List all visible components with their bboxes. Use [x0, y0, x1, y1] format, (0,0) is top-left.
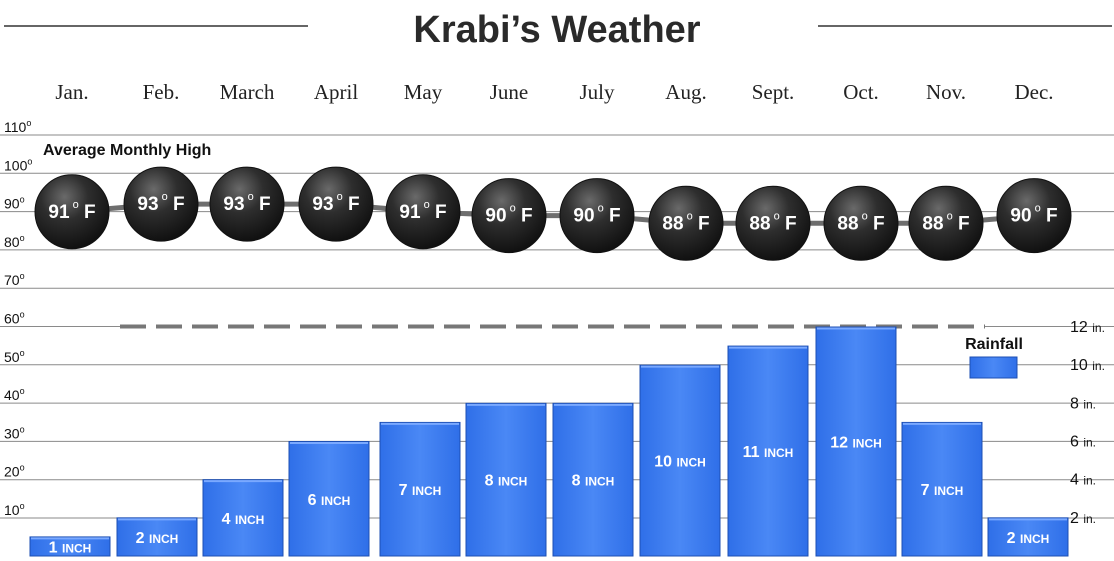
temperature-markers: 91 o F 93 o F 93 o F 93 o F 91 o F 90 o F 90 o…: [34, 166, 1072, 261]
chart-title: Krabi’s Weather: [413, 9, 700, 51]
rain-tick-label: 2 in.: [1070, 510, 1096, 527]
rainfall-bar: [465, 402, 547, 557]
temperature-value-label: 93 o F: [137, 191, 184, 215]
y-tick-label: 90o: [4, 195, 25, 212]
rain-tick-label: 10 in.: [1070, 357, 1105, 374]
rainfall-bar: [901, 421, 983, 557]
rainfall-value-label: 10 INCH: [654, 454, 706, 471]
right-axis-ticks: 2 in. 4 in. 6 in. 8 in. 10 in. 12 in.: [1070, 319, 1105, 527]
temperature-marker: [123, 166, 199, 242]
temperature-marker: [298, 166, 374, 242]
temperature-marker: [559, 178, 635, 254]
month-label: March: [220, 80, 275, 104]
rainfall-value-label: 8 INCH: [572, 473, 615, 490]
y-tick-label: 70o: [4, 271, 25, 288]
left-axis-ticks: 10o 20o 30o 40o 50o 60o 70o 80o 90o 100o 110o: [4, 118, 32, 518]
rainfall-value-label: 11 INCH: [743, 444, 794, 461]
month-label: Dec.: [1014, 80, 1053, 104]
rainfall-value-label: 2 INCH: [1007, 530, 1050, 547]
rainfall-bar: [815, 326, 897, 557]
rainfall-value-label: 2 INCH: [136, 530, 179, 547]
temperature-marker: [823, 185, 899, 261]
y-tick-label: 80o: [4, 233, 25, 250]
month-labels: Jan. Feb. March April May June July Aug. Sept. Oc…: [55, 80, 1053, 104]
temperature-value-label: 91 o F: [48, 199, 95, 223]
rainfall-bar: [987, 517, 1069, 557]
temperature-marker: [735, 185, 811, 261]
temperature-series-label: Average Monthly High: [43, 142, 211, 159]
rain-tick-label: 6 in.: [1070, 434, 1096, 451]
rainfall-bar: [29, 536, 111, 557]
rainfall-bar: [639, 364, 721, 557]
rainfall-bar: [552, 402, 634, 557]
y-tick-label: 110o: [4, 118, 31, 135]
month-label: July: [579, 80, 615, 104]
y-tick-label: 100o: [4, 156, 32, 173]
rainfall-value-label: 6 INCH: [308, 492, 351, 509]
month-label: June: [490, 80, 529, 104]
y-tick-label: 20o: [4, 463, 25, 480]
rainfall-bar: [116, 517, 198, 557]
temperature-marker: [908, 185, 984, 261]
rain-tick-label: 8 in.: [1070, 395, 1096, 412]
temperature-marker: [34, 174, 110, 250]
rainfall-legend-swatch: [969, 356, 1018, 379]
month-label: Jan.: [55, 80, 88, 104]
month-label: Sept.: [752, 80, 795, 104]
month-label: Aug.: [665, 80, 706, 104]
y-tick-label: 40o: [4, 386, 25, 403]
y-tick-label: 60o: [4, 310, 25, 327]
temperature-marker: [648, 185, 724, 261]
rainfall-legend-label: Rainfall: [965, 336, 1023, 353]
temperature-marker: [996, 178, 1072, 254]
rainfall-bar: [727, 345, 809, 557]
rainfall-bars: 1 INCH 2 INCH 4 INCH 6 INCH 7 INCH 8 INCH 8 IN…: [29, 326, 1069, 557]
temperature-marker: [209, 166, 285, 242]
rainfall-bar: [379, 421, 461, 557]
y-tick-label: 50o: [4, 348, 25, 365]
temperature-value-label: 90 o F: [573, 203, 620, 227]
rainfall-value-label: 8 INCH: [485, 473, 528, 490]
temperature-marker: [471, 178, 547, 254]
month-label: Feb.: [143, 80, 180, 104]
rainfall-bar: [288, 441, 370, 557]
month-label: May: [404, 80, 443, 104]
rainfall-value-label: 4 INCH: [222, 511, 265, 528]
rainfall-value-label: 1 INCH: [49, 539, 92, 556]
month-label: Nov.: [926, 80, 966, 104]
rain-tick-label: 12 in.: [1070, 319, 1105, 336]
month-label: Oct.: [843, 80, 879, 104]
rainfall-bar: [202, 479, 284, 557]
y-tick-label: 30o: [4, 424, 25, 441]
temperature-value-label: 90 o F: [485, 203, 532, 227]
month-label: April: [314, 80, 358, 104]
rainfall-value-label: 12 INCH: [830, 435, 882, 452]
rainfall-value-label: 7 INCH: [399, 482, 442, 499]
rainfall-value-label: 7 INCH: [921, 482, 964, 499]
rain-tick-label: 4 in.: [1070, 472, 1096, 489]
y-tick-label: 10o: [4, 501, 25, 518]
temperature-marker: [385, 174, 461, 250]
